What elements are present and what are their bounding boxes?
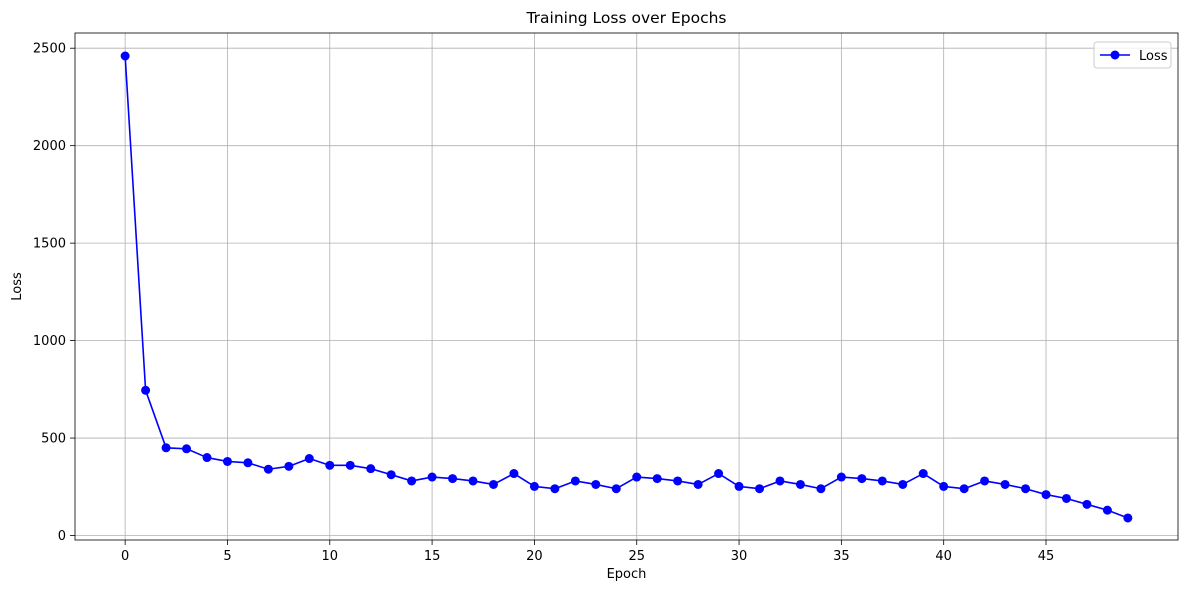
y-tick-label: 1000 [33,334,66,349]
data-point [202,453,212,463]
data-point [959,484,969,494]
data-point [673,476,683,486]
data-point [611,484,621,494]
data-point [775,476,785,486]
y-tick-label: 0 [58,529,66,544]
data-point [795,479,805,489]
plot-frame [74,32,1179,541]
data-point [632,472,642,482]
data-point [652,474,662,484]
data-point [1123,513,1133,523]
x-tick-label: 20 [526,549,543,564]
data-point [304,454,314,464]
axis-ticks: 0 5 10 15 20 25 30 35 40 45 0 500 1000 1500 2000 2500 [33,42,1054,564]
legend-marker-swatch [1110,50,1120,60]
x-axis-title: Epoch [607,567,647,582]
data-point [243,458,253,468]
data-point [898,479,908,489]
legend-label-loss: Loss [1139,49,1168,64]
data-point [857,474,867,484]
data-point [980,476,990,486]
data-point [734,481,744,491]
data-point [161,443,171,453]
legend: Loss [1093,41,1172,69]
data-point [263,464,273,474]
data-point [141,385,151,395]
data-point [550,484,560,494]
chart-title: Training Loss over Epochs [525,9,726,27]
data-point [1082,499,1092,509]
y-tick-label: 500 [41,432,66,447]
data-point [836,472,846,482]
data-point [1000,479,1010,489]
data-point [1041,490,1051,500]
data-point [182,444,192,454]
data-point [325,460,335,470]
data-point [714,469,724,479]
data-point [1021,484,1031,494]
x-tick-label: 5 [223,549,231,564]
grid-lines [75,33,1178,540]
data-point [488,479,498,489]
data-point [816,484,826,494]
data-point [1061,493,1071,503]
data-point [918,469,928,479]
data-point [591,479,601,489]
x-tick-label: 40 [935,549,952,564]
data-point [755,484,765,494]
x-tick-label: 30 [731,549,748,564]
x-tick-label: 0 [121,549,129,564]
data-point [448,474,458,484]
data-point [386,470,396,480]
x-tick-label: 35 [833,549,850,564]
data-point [427,472,437,482]
data-point [468,476,478,486]
y-tick-label: 2000 [33,139,66,154]
data-point [529,481,539,491]
x-tick-label: 10 [322,549,339,564]
legend-box [1093,41,1172,69]
data-point [407,476,417,486]
data-point [939,481,949,491]
data-point [345,460,355,470]
data-point [570,476,580,486]
x-tick-label: 45 [1038,549,1055,564]
data-point [1102,505,1112,515]
data-point [877,476,887,486]
y-tick-label: 2500 [33,42,66,57]
y-axis-title: Loss [10,272,25,301]
data-point [120,51,130,61]
y-tick-label: 1500 [33,237,66,252]
data-point [366,464,376,474]
x-tick-label: 25 [628,549,645,564]
data-point [693,479,703,489]
data-point [284,461,294,471]
x-tick-label: 15 [424,549,441,564]
data-point [222,456,232,466]
data-point [509,469,519,479]
series-loss [120,51,1133,523]
